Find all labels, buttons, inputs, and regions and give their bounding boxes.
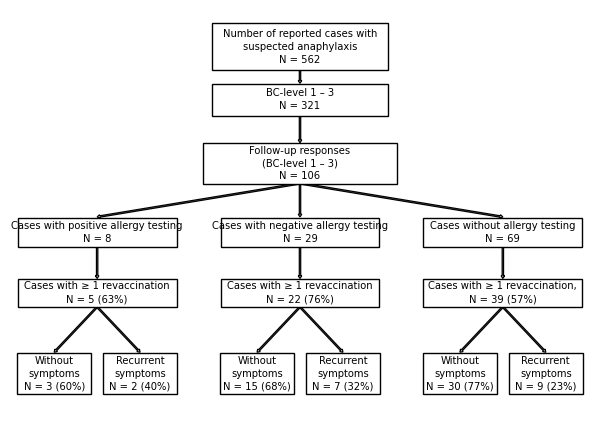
Text: Cases with positive allergy testing
N = 8: Cases with positive allergy testing N = … <box>11 221 183 244</box>
FancyBboxPatch shape <box>221 218 379 247</box>
Polygon shape <box>298 247 302 278</box>
Polygon shape <box>298 71 302 83</box>
Polygon shape <box>54 307 98 352</box>
Text: Recurrent
symptoms
N = 7 (32%): Recurrent symptoms N = 7 (32%) <box>312 355 374 391</box>
FancyBboxPatch shape <box>509 353 583 394</box>
Polygon shape <box>97 183 300 218</box>
Text: BC-level 1 – 3
N = 321: BC-level 1 – 3 N = 321 <box>266 88 334 111</box>
Text: Cases with negative allergy testing
N = 29: Cases with negative allergy testing N = … <box>212 221 388 244</box>
FancyBboxPatch shape <box>424 218 582 247</box>
Text: Without
symptoms
N = 15 (68%): Without symptoms N = 15 (68%) <box>223 355 291 391</box>
Text: Without
symptoms
N = 3 (60%): Without symptoms N = 3 (60%) <box>23 355 85 391</box>
FancyBboxPatch shape <box>203 143 397 184</box>
Polygon shape <box>300 183 503 218</box>
FancyBboxPatch shape <box>17 353 91 394</box>
Text: Follow-up responses
(BC-level 1 – 3)
N = 106: Follow-up responses (BC-level 1 – 3) N =… <box>250 145 350 181</box>
FancyBboxPatch shape <box>212 23 388 70</box>
Polygon shape <box>299 307 343 352</box>
Polygon shape <box>95 247 99 278</box>
Polygon shape <box>501 247 505 278</box>
Text: Recurrent
symptoms
N = 9 (23%): Recurrent symptoms N = 9 (23%) <box>515 355 577 391</box>
Polygon shape <box>502 307 546 352</box>
Polygon shape <box>460 307 503 352</box>
FancyBboxPatch shape <box>18 279 176 307</box>
Polygon shape <box>298 116 302 142</box>
FancyBboxPatch shape <box>18 218 176 247</box>
Text: Cases without allergy testing
N = 69: Cases without allergy testing N = 69 <box>430 221 575 244</box>
FancyBboxPatch shape <box>424 279 582 307</box>
Polygon shape <box>97 307 140 352</box>
Text: Cases with ≥ 1 revaccination,
N = 39 (57%): Cases with ≥ 1 revaccination, N = 39 (57… <box>428 281 577 304</box>
FancyBboxPatch shape <box>423 353 497 394</box>
Text: Cases with ≥ 1 revaccination
N = 22 (76%): Cases with ≥ 1 revaccination N = 22 (76%… <box>227 281 373 304</box>
FancyBboxPatch shape <box>220 353 294 394</box>
FancyBboxPatch shape <box>306 353 380 394</box>
FancyBboxPatch shape <box>221 279 379 307</box>
FancyBboxPatch shape <box>212 84 388 116</box>
Text: Number of reported cases with
suspected anaphylaxis
N = 562: Number of reported cases with suspected … <box>223 29 377 65</box>
Polygon shape <box>257 307 301 352</box>
Text: Recurrent
symptoms
N = 2 (40%): Recurrent symptoms N = 2 (40%) <box>109 355 170 391</box>
Polygon shape <box>298 184 302 217</box>
Text: Without
symptoms
N = 30 (77%): Without symptoms N = 30 (77%) <box>426 355 494 391</box>
FancyBboxPatch shape <box>103 353 177 394</box>
Text: Cases with ≥ 1 revaccination
N = 5 (63%): Cases with ≥ 1 revaccination N = 5 (63%) <box>25 281 170 304</box>
